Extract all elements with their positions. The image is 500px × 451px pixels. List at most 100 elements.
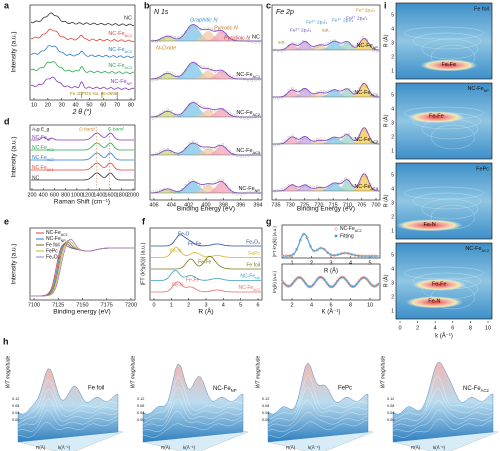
x-tick-label: 7175 — [101, 302, 113, 308]
mesh-line — [267, 386, 369, 424]
data-point — [310, 284, 314, 288]
data-point — [321, 276, 325, 280]
data-point — [276, 97, 280, 100]
r-axis-label: R(Å) — [161, 444, 171, 450]
label-main: NC-Fe — [110, 79, 126, 85]
data-point — [206, 26, 210, 30]
y-tick-label: 1 — [391, 228, 394, 234]
panel-title: Fe 2p — [276, 9, 294, 16]
y-tick-label: 4 — [391, 26, 394, 32]
data-point — [315, 278, 319, 282]
data-point — [312, 185, 315, 189]
data-point — [340, 43, 344, 46]
x-tick-label: 4 — [434, 325, 437, 331]
annotation: Fe-O — [178, 231, 190, 237]
peak-area — [273, 89, 379, 97]
peak-label: Fe⁰ 2p₃/₂ — [356, 7, 375, 13]
plot-frame — [395, 242, 493, 320]
envelope — [273, 82, 380, 98]
data-point — [305, 40, 308, 44]
x-tick-label: 7125 — [52, 302, 64, 308]
mesh-line — [17, 389, 119, 424]
data-point — [284, 283, 288, 287]
contour — [403, 186, 485, 200]
z-axis-label: WT magnitude — [130, 356, 136, 389]
x-tick-label: 5 — [239, 302, 242, 308]
data-point — [276, 143, 280, 146]
peak-label: Graphitic N — [190, 17, 218, 23]
surface — [392, 362, 494, 443]
peak-area — [151, 185, 261, 193]
x-tick-label: 10 — [485, 325, 491, 331]
data-point — [356, 280, 360, 284]
label-sub: NP — [255, 276, 261, 280]
x-axis-label: R (Å) — [198, 307, 213, 316]
spot-label: Fe-Fe — [432, 281, 447, 287]
sample-label: NC-FeAC2 — [463, 386, 489, 393]
x-axis-label: Binding Energy (eV) — [177, 206, 235, 213]
curve — [30, 76, 135, 91]
x-tick-label: 400 — [201, 202, 210, 208]
curve — [151, 281, 261, 293]
contour — [403, 26, 485, 40]
data-point — [257, 191, 261, 194]
curve-label: NC-FeAC2 — [236, 110, 260, 117]
data-point — [235, 115, 239, 118]
x-tick-label: 80 — [128, 102, 134, 108]
sample-label: FePc — [338, 386, 352, 392]
panel-letter: a — [4, 0, 10, 10]
label-sub: AC1 — [371, 93, 378, 97]
curve-label: NC-FeAC3 — [32, 145, 54, 152]
y-tick-label: 2 — [391, 214, 394, 220]
data-point — [322, 247, 326, 251]
peak-area — [151, 111, 261, 117]
z-axis-label: WT magnitude — [380, 356, 386, 389]
panel-letter: h — [3, 336, 9, 346]
y-axis-label: k³χ(k) (a.u.) — [272, 270, 277, 293]
plot-frame — [395, 162, 493, 240]
y-axis-label: Intensity (a.u.) — [11, 243, 18, 284]
data-point — [319, 137, 323, 141]
data-point — [351, 44, 354, 48]
curve — [151, 234, 261, 247]
label-main: NC-Fe — [32, 165, 47, 171]
curve-label: NC-FeNP — [32, 135, 52, 142]
curve-label: NC-FeAC1 — [32, 165, 54, 172]
k-axis-label: k(Å⁻¹) — [183, 444, 196, 450]
label-main: NC-Fe — [32, 135, 47, 141]
label-sub: AC1 — [47, 168, 54, 172]
data-point — [151, 116, 155, 120]
mesh-line — [142, 398, 244, 428]
hot-spot — [396, 219, 464, 232]
y-tick-label: 2 — [391, 294, 394, 300]
peak-label: sat. — [322, 27, 330, 33]
data-point — [254, 41, 257, 44]
x-tick-label: 800 — [61, 192, 70, 198]
peak-area — [273, 127, 379, 144]
fit-curve — [282, 276, 380, 288]
label-main: NC-Fe — [340, 226, 355, 232]
x-axis-label: Binding energy (eV) — [53, 309, 110, 316]
curve-label: NC-FeAC2 — [238, 285, 260, 292]
x-tick-label: 735 — [271, 202, 280, 208]
curve-label: NC-FeAC3 — [108, 63, 132, 70]
label-main: NC-Fe — [236, 72, 252, 78]
spot-label: Fe-N — [428, 299, 440, 305]
hot-spot — [420, 59, 478, 72]
mesh-line — [267, 399, 369, 428]
curve — [31, 152, 134, 161]
legend-swatch — [334, 234, 338, 238]
mesh-line — [17, 379, 119, 419]
curve-label: NC-FeAC2 — [32, 155, 54, 162]
map-label: FePc — [476, 166, 489, 172]
x-tick-label: 4 — [310, 302, 313, 308]
x-tick-label: 1 — [170, 302, 173, 308]
data-point — [246, 154, 250, 157]
mesh-line — [142, 376, 244, 419]
data-point — [280, 187, 284, 191]
data-point — [273, 144, 277, 147]
k-axis-label: k(Å⁻¹) — [433, 444, 446, 450]
z-tick-label: 0.08 — [12, 404, 19, 408]
data-point — [291, 252, 295, 256]
envelope — [273, 173, 380, 192]
